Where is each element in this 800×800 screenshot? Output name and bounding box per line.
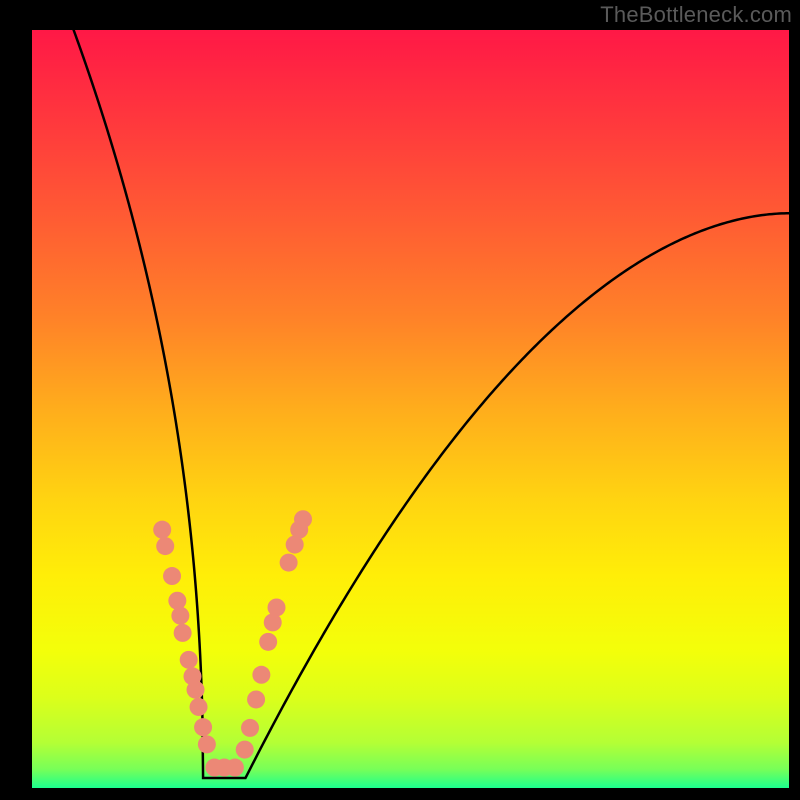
marker-dot [194,718,212,736]
marker-dot [226,759,244,777]
bottleneck-curve [74,30,789,778]
marker-dot [180,651,198,669]
marker-dot [241,719,259,737]
marker-dot [198,735,216,753]
marker-dot [174,624,192,642]
marker-dot [190,698,208,716]
watermark-label: TheBottleneck.com [600,2,792,28]
marker-dot [187,681,205,699]
marker-dot [171,607,189,625]
marker-dot [264,613,282,631]
marker-dot [259,633,277,651]
marker-dot [247,690,265,708]
marker-dot [268,598,286,616]
marker-dot [236,741,254,759]
marker-dot [163,567,181,585]
chart-overlay [0,0,800,800]
marker-dot [153,521,171,539]
data-markers [153,510,312,776]
marker-dot [156,537,174,555]
marker-dot [294,510,312,528]
marker-dot [252,666,270,684]
marker-dot [280,554,298,572]
chart-container: TheBottleneck.com [0,0,800,800]
marker-dot [168,592,186,610]
